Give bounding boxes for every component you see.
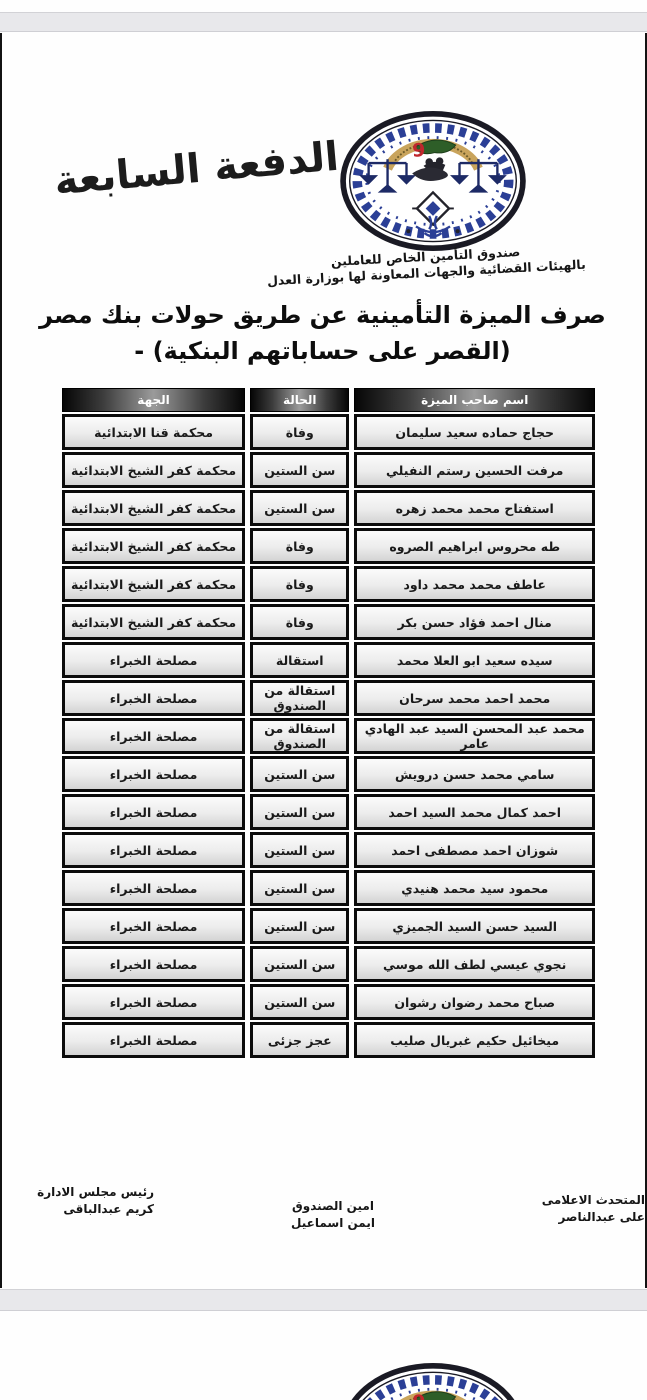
cell-beneficiary-name: شوزان احمد مصطفى احمد (354, 832, 595, 868)
signature-name: كريم عبدالباقى (63, 1202, 154, 1216)
cell-entity: مصلحة الخبراء (62, 908, 246, 944)
column-header-status: الحالة (250, 388, 350, 412)
table-row: نجوي عيسي لطف الله موسي سن الستين مصلحة … (62, 946, 595, 982)
cell-entity: مصلحة الخبراء (62, 946, 246, 982)
cell-beneficiary-name: منال احمد فؤاد حسن بكر (354, 604, 595, 640)
cell-beneficiary-name: مرفت الحسين رستم النفيلي (354, 452, 595, 488)
document-title-line2: (القصر على حساباتهم البنكية) - (134, 337, 511, 365)
document-title-line1: صرف الميزة التأمينية عن طريق حولات بنك م… (39, 301, 606, 329)
cell-beneficiary-name: صباح محمد رضوان رشوان (354, 984, 595, 1020)
cell-status: استقالة من الصندوق (250, 718, 350, 754)
cell-beneficiary-name: محمود سيد محمد هنيدي (354, 870, 595, 906)
signature-title: امين الصندوق (292, 1199, 374, 1213)
page-separator-top (0, 12, 647, 32)
cell-entity: مصلحة الخبراء (62, 832, 246, 868)
scan-edge-line-right (645, 33, 647, 1288)
table-row: السيد حسن السيد الجميزي سن الستين مصلحة … (62, 908, 595, 944)
cell-status: سن الستين (250, 908, 350, 944)
cell-status: سن الستين (250, 490, 350, 526)
table-row: عاطف محمد محمد داود وفاة محكمة كفر الشيخ… (62, 566, 595, 602)
cell-beneficiary-name: السيد حسن السيد الجميزي (354, 908, 595, 944)
cell-beneficiary-name: طه محروس ابراهيم الصروه (354, 528, 595, 564)
cell-entity: مصلحة الخبراء (62, 756, 246, 792)
cell-entity: محكمة كفر الشيخ الابتدائية (62, 490, 246, 526)
table-row: مرفت الحسين رستم النفيلي سن الستين محكمة… (62, 452, 595, 488)
signature-name: ايمن اسماعيل (291, 1216, 375, 1230)
table-row: ميخائيل حكيم غبريال صليب عجز جزئى مصلحة … (62, 1022, 595, 1058)
cell-beneficiary-name: احمد كمال محمد السيد احمد (354, 794, 595, 830)
cell-beneficiary-name: عاطف محمد محمد داود (354, 566, 595, 602)
document-title: صرف الميزة التأمينية عن طريق حولات بنك م… (30, 297, 615, 369)
cell-entity: محكمة كفر الشيخ الابتدائية (62, 528, 246, 564)
cell-beneficiary-name: سيده سعيد ابو العلا محمد (354, 642, 595, 678)
cell-entity: محكمة كفر الشيخ الابتدائية (62, 604, 246, 640)
table-row: استفتاح محمد محمد زهره سن الستين محكمة ك… (62, 490, 595, 526)
cell-status: سن الستين (250, 832, 350, 868)
cell-status: وفاة (250, 604, 350, 640)
column-header-entity: الجهة (62, 388, 246, 412)
table-row: حجاج حماده سعيد سليمان وفاة محكمة قنا ال… (62, 414, 595, 450)
signature-name: على عبدالناصر (558, 1210, 645, 1224)
cell-entity: مصلحة الخبراء (62, 984, 246, 1020)
cell-beneficiary-name: استفتاح محمد محمد زهره (354, 490, 595, 526)
cell-entity: محكمة كفر الشيخ الابتدائية (62, 566, 246, 602)
signature-title: المتحدث الاعلامى (541, 1193, 645, 1207)
signature-block-board-chairman: رئيس مجلس الادارة كريم عبدالباقى (0, 1184, 154, 1218)
cell-entity: مصلحة الخبراء (62, 642, 246, 678)
table-row: شوزان احمد مصطفى احمد سن الستين مصلحة ال… (62, 832, 595, 868)
table-row: احمد كمال محمد السيد احمد سن الستين مصلح… (62, 794, 595, 830)
cell-status: سن الستين (250, 946, 350, 982)
table-row: صباح محمد رضوان رشوان سن الستين مصلحة ال… (62, 984, 595, 1020)
cell-entity: مصلحة الخبراء (62, 794, 246, 830)
table-row: محمد احمد محمد سرحان استقالة من الصندوق … (62, 680, 595, 716)
cell-status: استقالة من الصندوق (250, 680, 350, 716)
batch-title: الدفعة السابعة (52, 133, 341, 205)
fund-seal-icon (337, 110, 529, 252)
cell-status: وفاة (250, 414, 350, 450)
cell-status: سن الستين (250, 452, 350, 488)
cell-status: استقالة (250, 642, 350, 678)
signature-block-treasurer: امين الصندوق ايمن اسماعيل (278, 1198, 388, 1232)
table-row: سيده سعيد ابو العلا محمد استقالة مصلحة ا… (62, 642, 595, 678)
table-row: طه محروس ابراهيم الصروه وفاة محكمة كفر ا… (62, 528, 595, 564)
cell-status: عجز جزئى (250, 1022, 350, 1058)
cell-entity: مصلحة الخبراء (62, 1022, 246, 1058)
cell-entity: مصلحة الخبراء (62, 680, 246, 716)
cell-status: سن الستين (250, 756, 350, 792)
column-header-beneficiary-name: اسم صاحب الميزة (354, 388, 595, 412)
table-row: منال احمد فؤاد حسن بكر وفاة محكمة كفر ال… (62, 604, 595, 640)
cell-beneficiary-name: نجوي عيسي لطف الله موسي (354, 946, 595, 982)
table-row: محمود سيد محمد هنيدي سن الستين مصلحة الخ… (62, 870, 595, 906)
cell-beneficiary-name: سامي محمد حسن درويش (354, 756, 595, 792)
cell-status: وفاة (250, 566, 350, 602)
cell-beneficiary-name: ميخائيل حكيم غبريال صليب (354, 1022, 595, 1058)
cell-entity: مصلحة الخبراء (62, 870, 246, 906)
table-header-row: اسم صاحب الميزة الحالة الجهة (62, 388, 595, 412)
beneficiaries-table: اسم صاحب الميزة الحالة الجهة حجاج حماده … (57, 386, 600, 1060)
table-row: سامي محمد حسن درويش سن الستين مصلحة الخب… (62, 756, 595, 792)
cell-entity: مصلحة الخبراء (62, 718, 246, 754)
cell-status: وفاة (250, 528, 350, 564)
table-row: محمد عبد المحسن السيد عبد الهادي عامر اس… (62, 718, 595, 754)
cell-entity: محكمة قنا الابتدائية (62, 414, 246, 450)
next-page-seal-icon (338, 1362, 528, 1400)
scan-edge-line-left (0, 33, 2, 1288)
cell-beneficiary-name: محمد احمد محمد سرحان (354, 680, 595, 716)
cell-entity: محكمة كفر الشيخ الابتدائية (62, 452, 246, 488)
cell-status: سن الستين (250, 870, 350, 906)
cell-beneficiary-name: محمد عبد المحسن السيد عبد الهادي عامر (354, 718, 595, 754)
cell-status: سن الستين (250, 794, 350, 830)
signature-title: رئيس مجلس الادارة (37, 1185, 154, 1199)
signature-block-media-spokesman: المتحدث الاعلامى على عبدالناصر (507, 1192, 645, 1226)
page-separator-bottom (0, 1289, 647, 1311)
cell-status: سن الستين (250, 984, 350, 1020)
cell-beneficiary-name: حجاج حماده سعيد سليمان (354, 414, 595, 450)
